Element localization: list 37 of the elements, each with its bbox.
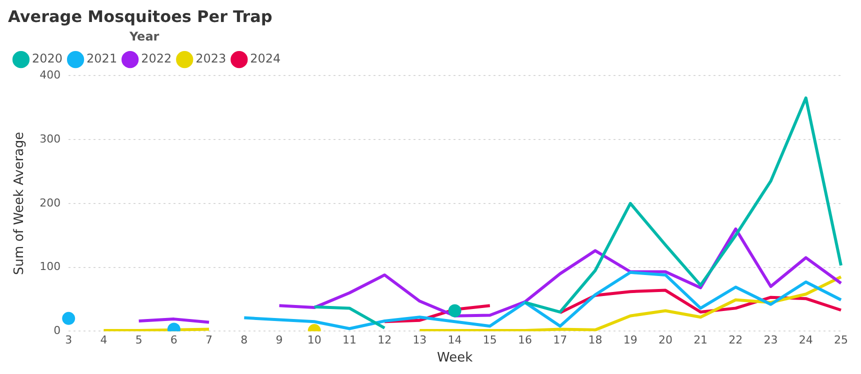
legend-title: Year xyxy=(128,29,160,44)
y-tick-label: 300 xyxy=(40,132,61,146)
x-tick-label: 8 xyxy=(240,334,248,347)
y-tick-label: 400 xyxy=(40,68,61,82)
chart-title: Average Mosquitoes Per Trap xyxy=(8,6,272,26)
x-tick-label: 6 xyxy=(170,334,178,347)
x-tick-label: 3 xyxy=(65,334,72,347)
x-tick-label: 23 xyxy=(764,334,778,347)
x-tick-label: 10 xyxy=(307,334,322,347)
x-tick-label: 11 xyxy=(342,334,356,347)
y-axis-title: Sum of Week Average xyxy=(12,132,28,275)
x-tick-label: 13 xyxy=(412,334,427,347)
x-tick-label: 20 xyxy=(658,334,672,347)
y-tick-label: 0 xyxy=(54,324,61,338)
x-tick-label: 17 xyxy=(553,334,568,347)
legend-label: 2021 xyxy=(86,52,118,66)
x-tick-label: 16 xyxy=(518,334,532,347)
x-tick-label: 21 xyxy=(694,334,708,347)
x-axis-title: Week xyxy=(436,350,474,366)
x-tick-label: 12 xyxy=(378,334,392,347)
x-tick-label: 19 xyxy=(623,334,638,347)
x-tick-label: 9 xyxy=(276,334,283,347)
legend-label: 2024 xyxy=(250,52,281,66)
legend-label: 2020 xyxy=(32,52,63,66)
y-tick-label: 200 xyxy=(40,196,61,210)
legend-label: 2023 xyxy=(196,52,226,66)
x-tick-label: 7 xyxy=(206,334,213,347)
y-tick-label: 100 xyxy=(40,260,61,274)
x-tick-label: 15 xyxy=(482,334,497,347)
x-tick-label: 14 xyxy=(448,334,462,347)
legend-label: 2022 xyxy=(141,52,172,66)
x-tick-label: 25 xyxy=(834,334,848,347)
x-tick-label: 5 xyxy=(135,334,142,347)
x-tick-label: 24 xyxy=(798,334,813,347)
x-tick-label: 4 xyxy=(100,334,108,347)
x-tick-label: 18 xyxy=(588,334,602,347)
x-tick-label: 22 xyxy=(728,334,743,347)
